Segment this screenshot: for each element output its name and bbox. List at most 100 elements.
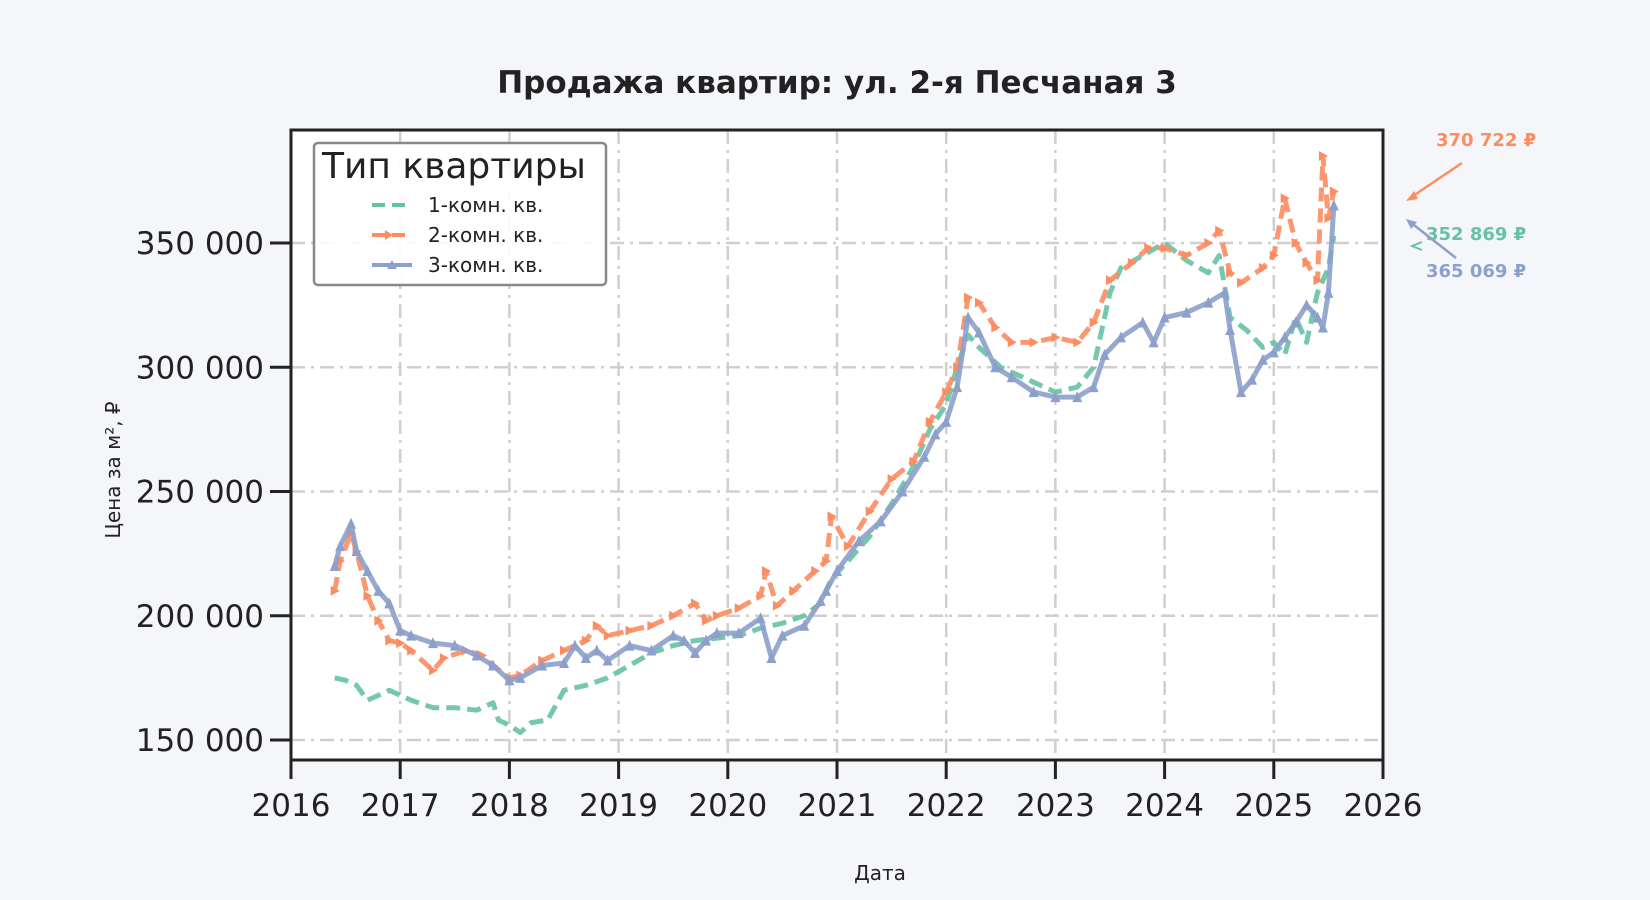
arrow-marker-icon <box>925 416 935 427</box>
annotation-arrow-3room <box>1409 221 1457 259</box>
triangle-marker-icon <box>1268 346 1279 358</box>
arrow-marker-icon <box>1258 262 1268 273</box>
arrow-marker-icon <box>942 387 952 398</box>
triangle-marker-icon <box>952 381 963 393</box>
arrow-marker-icon <box>363 590 373 601</box>
triangle-marker-icon <box>1225 323 1236 335</box>
triangle-marker-icon <box>1115 331 1126 343</box>
arrow-marker-icon <box>560 645 569 656</box>
arrow-marker-icon <box>1204 238 1214 248</box>
arrow-marker-icon <box>407 645 417 656</box>
triangle-marker-icon <box>1219 286 1230 298</box>
triangle-marker-icon <box>1137 316 1148 328</box>
arrow-marker-icon <box>428 665 438 676</box>
triangle-marker-icon <box>690 647 701 659</box>
triangle-marker-icon <box>821 584 832 596</box>
arrow-marker-icon <box>396 638 406 649</box>
triangle-marker-icon <box>1203 296 1214 308</box>
arrow-marker-icon <box>1318 151 1328 162</box>
arrow-marker-icon <box>1269 250 1279 261</box>
triangle-marker-icon <box>387 260 397 269</box>
legend-title: Тип квартиры <box>321 146 586 187</box>
triangle-marker-icon <box>1072 391 1083 403</box>
legend: Тип квартиры 1-комн. кв. 2-комн. кв. 3-к… <box>312 141 608 287</box>
triangle-marker-icon <box>373 584 384 596</box>
triangle-marker-icon <box>1317 321 1328 333</box>
x-tick-label: 2022 <box>907 788 986 824</box>
arrow-marker-icon <box>909 456 919 467</box>
triangle-marker-icon <box>1159 311 1170 323</box>
triangle-marker-icon <box>799 619 810 631</box>
arrow-marker-icon <box>592 620 602 631</box>
arrow-marker-icon <box>1073 337 1083 348</box>
triangle-marker-icon <box>711 627 722 639</box>
y-tick-label: 350 000 <box>136 226 264 262</box>
triangle-marker-icon <box>335 540 346 552</box>
y-tick-label: 300 000 <box>136 350 264 386</box>
triangle-marker-icon <box>346 517 357 529</box>
arrow-marker-icon <box>374 615 384 626</box>
y-tick-label: 250 000 <box>136 475 264 511</box>
arrow-marker-icon <box>1144 242 1154 253</box>
triangle-marker-icon <box>329 560 340 572</box>
triangle-marker-icon <box>602 654 613 666</box>
arrow-marker-icon <box>974 297 984 308</box>
arrow-marker-icon <box>964 292 974 303</box>
triangle-marker-icon <box>733 627 744 639</box>
triangle-marker-icon <box>1050 391 1061 403</box>
triangle-marker-icon <box>930 428 941 440</box>
arrow-marker-icon <box>772 600 782 611</box>
triangle-marker-icon <box>941 415 952 427</box>
chart-title: Продажа квартир: ул. 2-я Песчаная 3 <box>497 65 1177 101</box>
arrow-marker-icon <box>762 566 772 577</box>
arrow-marker-icon <box>887 474 897 485</box>
arrow-marker-icon <box>1029 337 1039 348</box>
arrow-marker-icon <box>1127 257 1137 268</box>
triangle-marker-icon <box>1290 316 1301 328</box>
triangle-marker-icon <box>777 629 788 641</box>
x-axis-label: Дата <box>854 861 906 885</box>
x-tick-label: 2023 <box>1016 788 1095 824</box>
x-axis: 2016 2017 2018 2019 2020 2021 2022 2023 2024 2025… <box>252 760 1422 824</box>
triangle-marker-icon <box>406 629 417 641</box>
arrow-marker-icon <box>1089 317 1099 328</box>
triangle-marker-icon <box>395 624 406 636</box>
triangle-marker-icon <box>668 629 679 641</box>
triangle-marker-icon <box>875 515 886 527</box>
arrow-marker-icon <box>603 630 613 641</box>
x-tick-label: 2016 <box>252 788 331 824</box>
triangle-marker-icon <box>559 656 569 668</box>
arrow-marker-icon <box>1160 242 1170 253</box>
arrow-marker-icon <box>756 590 766 601</box>
triangle-marker-icon <box>897 485 908 497</box>
y-axis-label: Цена за м², ₽ <box>101 401 125 539</box>
triangle-marker-icon <box>919 450 930 462</box>
annotation-3room: 365 069 ₽ <box>1426 261 1526 282</box>
arrow-marker-icon <box>822 556 832 567</box>
arrow-marker-icon <box>1313 275 1323 286</box>
arrow-marker-icon <box>1280 193 1290 204</box>
triangle-marker-icon <box>1028 386 1039 398</box>
arrowhead-icon <box>1406 219 1417 229</box>
annotation-arrow-2room <box>1409 161 1463 200</box>
x-tick-label: 2025 <box>1234 788 1313 824</box>
arrow-marker-icon <box>811 566 821 577</box>
legend-label-2room: 2-комн. кв. <box>428 223 543 247</box>
arrow-marker-icon <box>701 615 711 626</box>
triangle-marker-icon <box>1279 331 1290 343</box>
triangle-marker-icon <box>1099 348 1110 360</box>
triangle-marker-icon <box>1301 299 1312 311</box>
triangle-marker-icon <box>1312 311 1323 323</box>
x-tick-label: 2024 <box>1125 788 1204 824</box>
y-tick-label: 200 000 <box>136 599 264 635</box>
triangle-marker-icon <box>591 644 602 656</box>
x-tick-label: 2018 <box>470 788 549 824</box>
legend-box <box>312 141 608 287</box>
triangle-marker-icon <box>1246 373 1257 385</box>
triangle-marker-icon <box>569 639 580 651</box>
arrow-marker-icon <box>712 610 722 621</box>
arrow-marker-icon <box>1106 275 1115 286</box>
triangle-marker-icon <box>700 634 711 646</box>
arrow-marker-icon <box>1007 337 1017 348</box>
